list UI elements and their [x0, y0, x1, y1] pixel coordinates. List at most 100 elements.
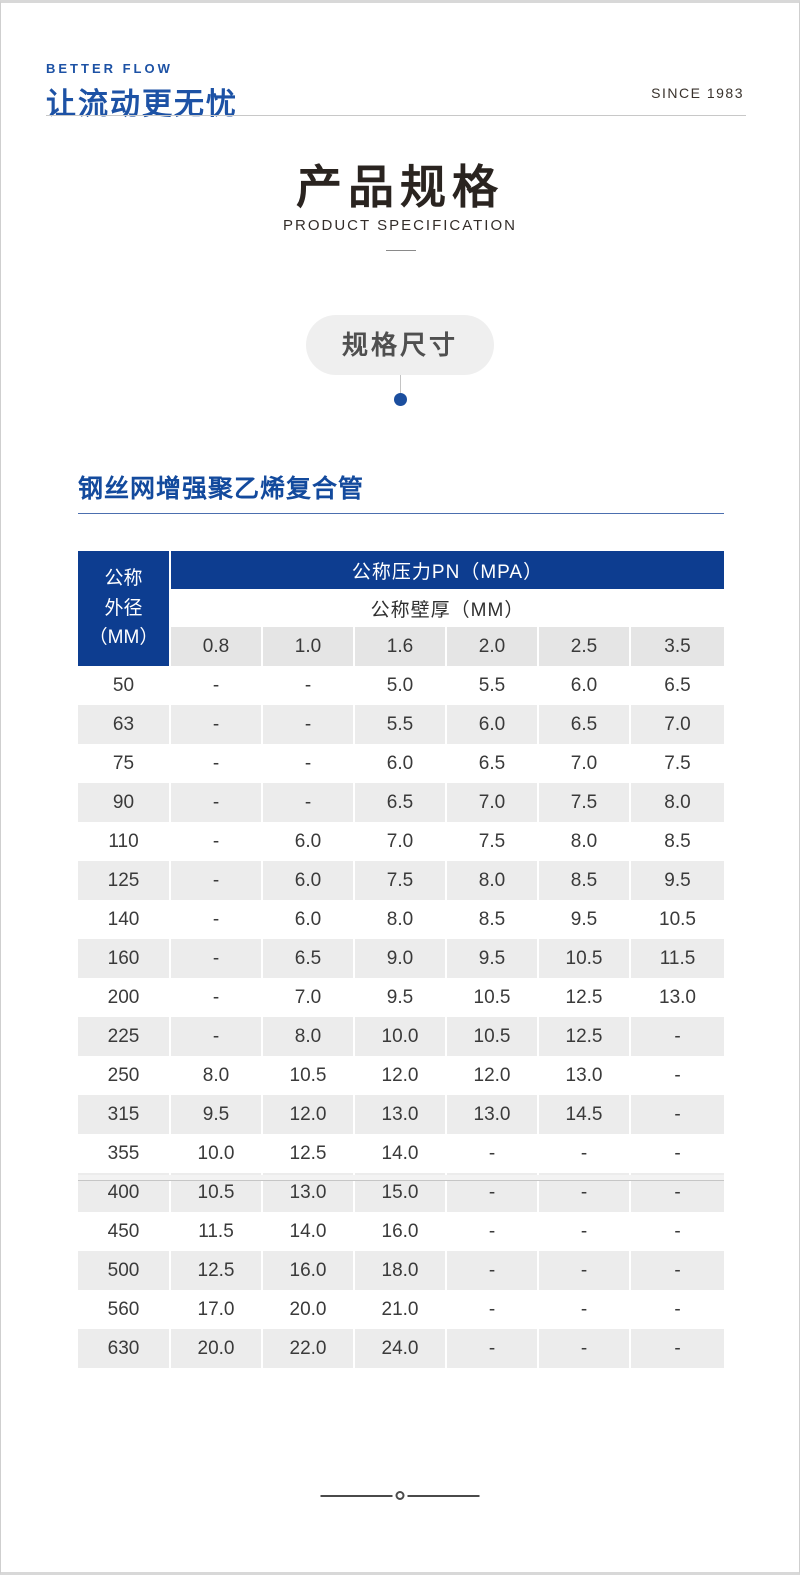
cell-wall-thickness: -: [171, 705, 263, 744]
cell-wall-thickness: -: [631, 1017, 725, 1056]
cell-wall-thickness: -: [631, 1329, 725, 1368]
table-row: 110-6.0 7.0 7.5 8.0 8.5: [78, 822, 725, 861]
cell-wall-thickness: 10.5: [447, 1017, 539, 1056]
cell-outer-diameter: 140: [78, 900, 171, 939]
cell-wall-thickness: -: [263, 783, 355, 822]
cell-wall-thickness: 12.5: [539, 1017, 631, 1056]
table-row: 355 10.0 12.5 14.0- - -: [78, 1134, 725, 1173]
section-underline: [78, 513, 724, 514]
pressure-column-label: 1.0: [263, 627, 355, 666]
cell-wall-thickness: -: [263, 705, 355, 744]
since-label: SINCE 1983: [651, 85, 744, 101]
cell-outer-diameter: 500: [78, 1251, 171, 1290]
cell-wall-thickness: 13.0: [447, 1095, 539, 1134]
cell-wall-thickness: -: [171, 1017, 263, 1056]
cell-wall-thickness: 22.0: [263, 1329, 355, 1368]
cell-wall-thickness: -: [539, 1212, 631, 1251]
pressure-column-label: 2.5: [539, 627, 631, 666]
cell-wall-thickness: 6.5: [263, 939, 355, 978]
brand-tagline: BETTER FLOW: [46, 61, 173, 76]
cell-wall-thickness: 20.0: [171, 1329, 263, 1368]
cell-wall-thickness: 7.5: [355, 861, 447, 900]
table-header-row-pn: 公称 外径 （MM） 公称压力PN（MPA）: [78, 551, 725, 666]
cell-outer-diameter: 250: [78, 1056, 171, 1095]
cell-wall-thickness: 12.5: [263, 1134, 355, 1173]
cell-outer-diameter: 560: [78, 1290, 171, 1329]
cell-wall-thickness: 8.5: [447, 900, 539, 939]
footer-divider: [320, 1491, 480, 1500]
cell-wall-thickness: 10.0: [355, 1017, 447, 1056]
badge-connector-line: [400, 375, 401, 393]
cell-wall-thickness: -: [447, 1290, 539, 1329]
table-row: 50- -5.0 5.5 6.0 6.5: [78, 666, 725, 705]
cell-wall-thickness: -: [171, 822, 263, 861]
cell-wall-thickness: 12.0: [447, 1056, 539, 1095]
footer-divider-circle-icon: [395, 1491, 405, 1500]
cell-wall-thickness: 20.0: [263, 1290, 355, 1329]
cell-wall-thickness: 7.0: [355, 822, 447, 861]
table-row: 225-8.0 10.0 10.5 12.5-: [78, 1017, 725, 1056]
cell-wall-thickness: -: [539, 1134, 631, 1173]
cell-wall-thickness: 6.0: [263, 822, 355, 861]
cell-wall-thickness: 7.0: [539, 744, 631, 783]
cell-wall-thickness: -: [171, 666, 263, 705]
cell-wall-thickness: 5.0: [355, 666, 447, 705]
cell-wall-thickness: -: [447, 1212, 539, 1251]
table-row: 90- -6.5 7.0 7.5 8.0: [78, 783, 725, 822]
cell-outer-diameter: 225: [78, 1017, 171, 1056]
cell-wall-thickness: 7.0: [263, 978, 355, 1017]
cell-wall-thickness: 9.0: [355, 939, 447, 978]
cell-wall-thickness: -: [631, 1212, 725, 1251]
cell-wall-thickness: 7.0: [631, 705, 725, 744]
cell-wall-thickness: -: [631, 1134, 725, 1173]
cell-wall-thickness: 9.5: [171, 1095, 263, 1134]
cell-wall-thickness: 8.0: [263, 1017, 355, 1056]
cell-wall-thickness: 12.0: [263, 1095, 355, 1134]
cell-wall-thickness: 11.5: [631, 939, 725, 978]
pressure-column-label: 0.8: [171, 627, 263, 666]
cell-wall-thickness: 6.0: [539, 666, 631, 705]
cell-outer-diameter: 630: [78, 1329, 171, 1368]
table-row: 160-6.5 9.0 9.5 10.5 11.5: [78, 939, 725, 978]
title-underline: [386, 250, 416, 251]
table-row: 125-6.0 7.5 8.0 8.5 9.5: [78, 861, 725, 900]
cell-wall-thickness: -: [171, 939, 263, 978]
cell-wall-thickness: -: [631, 1095, 725, 1134]
table-header-row-wall: 公称壁厚（MM）: [78, 589, 725, 627]
cell-wall-thickness: 14.0: [263, 1212, 355, 1251]
cell-wall-thickness: 7.0: [447, 783, 539, 822]
cell-wall-thickness: 10.5: [263, 1056, 355, 1095]
cell-wall-thickness: 21.0: [355, 1290, 447, 1329]
page-subtitle: PRODUCT SPECIFICATION: [283, 217, 517, 234]
cell-outer-diameter: 90: [78, 783, 171, 822]
cell-wall-thickness: 14.5: [539, 1095, 631, 1134]
cell-outer-diameter: 450: [78, 1212, 171, 1251]
cell-wall-thickness: 24.0: [355, 1329, 447, 1368]
pressure-column-label: 1.6: [355, 627, 447, 666]
cell-wall-thickness: -: [539, 1329, 631, 1368]
table-row: 450 11.5 14.0 16.0- - -: [78, 1212, 725, 1251]
section-heading: 钢丝网增强聚乙烯复合管: [78, 475, 365, 503]
cell-wall-thickness: 16.0: [355, 1212, 447, 1251]
cell-wall-thickness: -: [447, 1134, 539, 1173]
cell-wall-thickness: 8.0: [447, 861, 539, 900]
cell-wall-thickness: 17.0: [171, 1290, 263, 1329]
cell-wall-thickness: 5.5: [355, 705, 447, 744]
table-row: 315 9.5 12.0 13.0 13.0 14.5-: [78, 1095, 725, 1134]
cell-outer-diameter: 110: [78, 822, 171, 861]
cell-wall-thickness: 8.0: [631, 783, 725, 822]
spec-table: 公称 外径 （MM） 公称压力PN（MPA） 公称壁厚（MM） 0.8 1.0 1.…: [78, 551, 725, 1368]
table-seam-highlight: [78, 1175, 724, 1180]
cell-wall-thickness: 6.0: [355, 744, 447, 783]
table-row: 630 20.0 22.0 24.0- - -: [78, 1329, 725, 1368]
cell-wall-thickness: 10.0: [171, 1134, 263, 1173]
badge-dot-icon: [394, 393, 407, 406]
cell-wall-thickness: 12.0: [355, 1056, 447, 1095]
cell-wall-thickness: 13.0: [631, 978, 725, 1017]
cell-wall-thickness: -: [171, 861, 263, 900]
cell-wall-thickness: -: [539, 1251, 631, 1290]
table-row: 75- -6.0 6.5 7.0 7.5: [78, 744, 725, 783]
cell-wall-thickness: 16.0: [263, 1251, 355, 1290]
footer-divider-line-right: [407, 1494, 480, 1497]
cell-wall-thickness: -: [539, 1290, 631, 1329]
